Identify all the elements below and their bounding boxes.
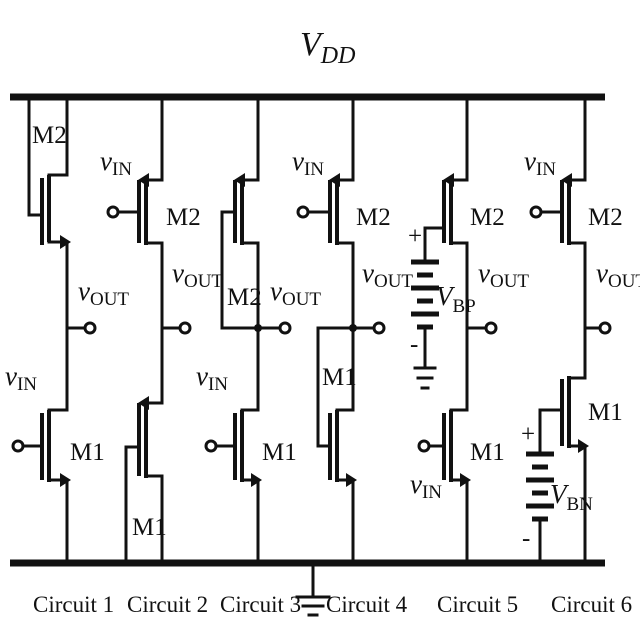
vin-terminal	[529, 205, 543, 219]
vout-terminal	[598, 321, 612, 335]
vout-label: vOUT	[478, 258, 529, 292]
vout-terminal	[178, 321, 192, 335]
vin-label: vIN	[196, 361, 228, 395]
circuit-1-label: Circuit 1	[33, 592, 114, 617]
m1-label: M1	[322, 364, 357, 391]
circuit-6: vIN M2 vOUT M1 + - VBN Circuit 6	[521, 95, 640, 617]
m2-label: M2	[166, 204, 201, 231]
vin-label: vIN	[100, 146, 132, 180]
vbp-minus: -	[410, 331, 418, 358]
m2-label: M2	[588, 204, 623, 231]
vin-terminal	[106, 205, 120, 219]
m2-label: M2	[470, 204, 505, 231]
m2-label: M2	[227, 284, 262, 311]
vout-terminal	[484, 321, 498, 335]
vbp-ground	[413, 366, 437, 390]
vbn-label: VBN	[550, 479, 593, 515]
circuit-3-label: Circuit 3	[220, 592, 301, 617]
vout-terminal	[83, 321, 97, 335]
circuit-4: vIN M2 vOUT M1 Circuit 4	[292, 95, 413, 617]
ground-symbol	[295, 565, 331, 617]
circuit-5: M2 + - VBP vOUT v	[408, 95, 529, 617]
m1-label: M1	[470, 439, 505, 466]
circuit-3: M2 vOUT vIN M1 Circuit 3	[196, 95, 321, 617]
vin-terminal	[204, 439, 218, 453]
vbp-battery	[411, 259, 439, 330]
m2-label: M2	[356, 204, 391, 231]
vout-label: vOUT	[362, 258, 413, 292]
vout-terminal	[372, 321, 386, 335]
circuit-1: M2 vOUT vIN M1 Circuit 1	[5, 95, 129, 617]
m2-label: M2	[32, 122, 67, 149]
vout-label: vOUT	[270, 276, 321, 310]
vbn-minus: -	[522, 525, 530, 552]
circuit-6-label: Circuit 6	[551, 592, 632, 617]
m1-label: M1	[70, 439, 105, 466]
vout-label: vOUT	[596, 258, 640, 292]
vin-label: vIN	[292, 146, 324, 180]
m1-label: M1	[262, 439, 297, 466]
vin-label: vIN	[5, 361, 37, 395]
vout-label: vOUT	[172, 258, 223, 292]
vout-label: vOUT	[78, 276, 129, 310]
vin-label: vIN	[410, 469, 442, 503]
m1-label: M1	[588, 399, 623, 426]
m1-label: M1	[132, 514, 167, 541]
circuit-5-label: Circuit 5	[437, 592, 518, 617]
circuit-2-label: Circuit 2	[127, 592, 208, 617]
vout-terminal	[278, 321, 292, 335]
vbp-plus: +	[408, 223, 422, 250]
vin-terminal	[296, 205, 310, 219]
vdd-label: VDD	[300, 26, 355, 69]
vin-terminal	[11, 439, 25, 453]
vin-terminal	[417, 439, 431, 453]
vin-label: vIN	[524, 146, 556, 180]
vbp-label: VBP	[436, 281, 476, 317]
vbn-plus: +	[521, 421, 535, 448]
circuit-4-label: Circuit 4	[326, 592, 408, 617]
circuit-2: vIN M2 vOUT M1 Circuit 2	[100, 95, 223, 617]
